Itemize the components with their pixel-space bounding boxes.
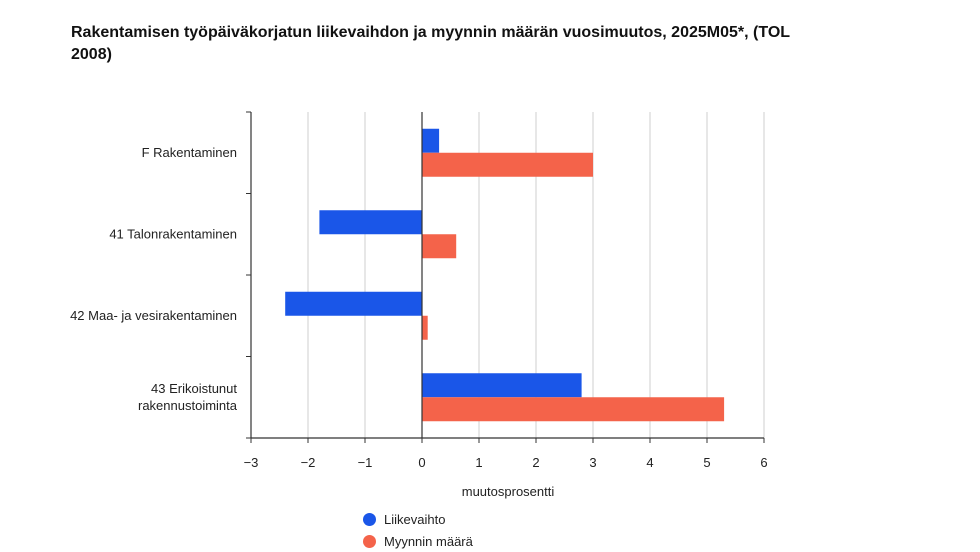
tick-labels: −3 −2 −1 0 1 2 3 4 5 6 xyxy=(244,455,768,470)
bar-myynnin-maara xyxy=(422,397,725,422)
bar-liikevaihto xyxy=(319,210,422,235)
legend-label: Liikevaihto xyxy=(384,511,446,527)
category-labels: F Rakentaminen 41 Talonrakentaminen 42 Maa… xyxy=(70,145,238,413)
bar-liikevaihto xyxy=(285,291,422,316)
bar-myynnin-maara xyxy=(422,152,593,177)
category-label: 42 Maa- ja vesirakentaminen xyxy=(70,308,237,323)
category-label: F Rakentaminen xyxy=(142,145,237,160)
x-tick-label: 1 xyxy=(475,455,482,470)
bar-liikevaihto xyxy=(422,128,440,153)
x-tick-label: 0 xyxy=(418,455,425,470)
legend-item: Myynnin määrä xyxy=(363,530,473,552)
x-tick-label: −2 xyxy=(301,455,316,470)
axes xyxy=(246,111,765,443)
bar-myynnin-maara xyxy=(422,234,457,259)
category-label: 43 Erikoistunut xyxy=(151,381,237,396)
legend-swatch xyxy=(363,512,376,526)
bar-myynnin-maara xyxy=(422,315,428,340)
legend-swatch xyxy=(363,534,376,548)
legend-item: Liikevaihto xyxy=(363,508,473,530)
x-tick-label: 3 xyxy=(589,455,596,470)
legend-label: Myynnin määrä xyxy=(384,533,473,549)
legend: Liikevaihto Myynnin määrä xyxy=(363,508,473,552)
x-tick-label: 5 xyxy=(703,455,710,470)
x-tick-label: −1 xyxy=(358,455,373,470)
bars xyxy=(285,128,725,422)
x-tick-label: 2 xyxy=(532,455,539,470)
x-tick-label: 4 xyxy=(646,455,653,470)
bar-liikevaihto xyxy=(422,373,582,398)
x-tick-label: 6 xyxy=(760,455,767,470)
category-label: 41 Talonrakentaminen xyxy=(109,226,237,241)
chart-title: Rakentamisen työpäiväkorjatun liikevaihd… xyxy=(71,24,790,63)
x-tick-label: −3 xyxy=(244,455,259,470)
x-axis-title: muutosprosentti xyxy=(462,484,555,499)
category-label: rakennustoiminta xyxy=(138,398,238,413)
